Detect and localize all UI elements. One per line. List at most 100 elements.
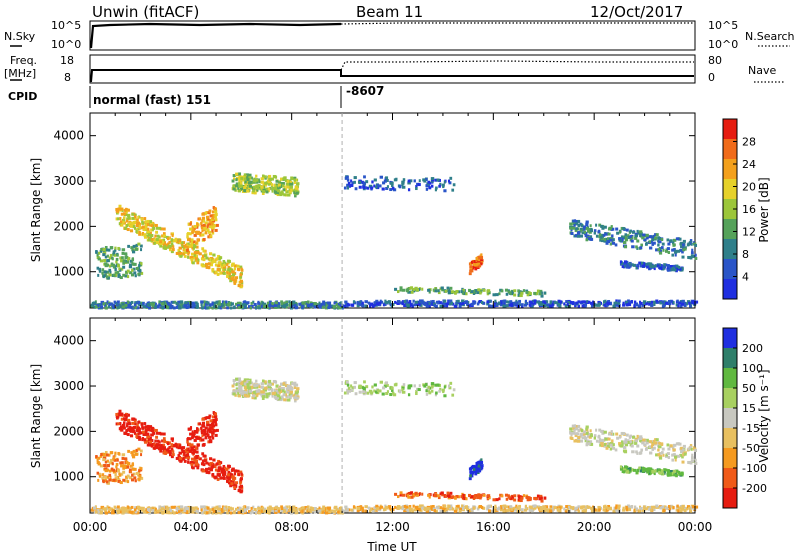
velocity-cell xyxy=(206,433,210,437)
velocity-cell xyxy=(260,509,263,513)
velocity-cell xyxy=(111,509,115,513)
velocity-cell xyxy=(227,466,230,470)
power-cell xyxy=(190,238,194,242)
power-cell xyxy=(225,262,229,266)
power-cell xyxy=(167,302,171,306)
power-cell xyxy=(520,303,524,307)
power-cell xyxy=(135,243,139,247)
power-cell xyxy=(389,188,393,192)
power-cell xyxy=(549,302,552,306)
power-cell xyxy=(533,301,537,305)
power-cell xyxy=(134,215,137,219)
velocity-cell xyxy=(574,427,578,431)
power-cell xyxy=(214,210,218,214)
velocity-cell xyxy=(233,382,236,386)
power-cell xyxy=(102,275,105,279)
power-cell xyxy=(549,304,553,308)
velocity-cell xyxy=(134,431,137,435)
power-cell xyxy=(454,291,457,295)
velocity-cell xyxy=(104,467,108,471)
velocity-cell xyxy=(577,424,581,428)
power-cell xyxy=(614,243,618,247)
velocity-cell xyxy=(155,446,159,450)
power-cell xyxy=(260,180,264,184)
velocity-cell xyxy=(615,504,618,508)
power-cell xyxy=(446,286,450,290)
power-cell xyxy=(465,300,468,304)
power-cell xyxy=(328,305,332,309)
velocity-cell xyxy=(267,392,271,396)
velocity-cell xyxy=(231,467,235,471)
power-cell xyxy=(494,304,497,308)
power-cell xyxy=(574,219,577,223)
power-cell xyxy=(191,228,195,232)
velocity-cell xyxy=(234,507,239,511)
power-cell xyxy=(412,287,416,291)
velocity-cell xyxy=(625,433,629,437)
velocity-cell xyxy=(235,387,240,391)
power-cell xyxy=(401,183,404,187)
power-cell xyxy=(121,248,126,252)
velocity-cell xyxy=(658,442,661,446)
velocity-cell xyxy=(671,505,674,509)
power-cell xyxy=(290,188,294,192)
power-cell xyxy=(157,238,161,242)
power-cell xyxy=(216,268,220,272)
velocity-cell xyxy=(353,385,356,389)
power-cell xyxy=(605,241,609,245)
velocity-cell xyxy=(295,508,298,512)
power-cell xyxy=(222,263,226,267)
velocity-cell xyxy=(452,388,456,392)
velocity-cell xyxy=(126,465,130,469)
power-cell xyxy=(609,302,613,306)
velocity-cell xyxy=(443,394,447,398)
power-cell xyxy=(131,223,135,227)
velocity-cell xyxy=(120,412,124,416)
power-cell xyxy=(149,235,152,239)
velocity-cell xyxy=(365,385,369,389)
velocity-cell xyxy=(654,438,657,442)
power-cell xyxy=(294,186,299,190)
velocity-cell xyxy=(382,386,386,390)
velocity-cell xyxy=(245,381,249,385)
power-cell xyxy=(665,248,668,252)
velocity-cell xyxy=(254,384,257,388)
velocity-cell xyxy=(98,508,101,512)
power-cell xyxy=(492,293,496,297)
power-cell xyxy=(672,238,677,242)
power-cell xyxy=(520,291,524,295)
power-cell xyxy=(285,188,288,192)
power-cell xyxy=(134,301,137,305)
velocity-cell xyxy=(273,395,278,399)
velocity-cell xyxy=(546,508,550,512)
power-cell xyxy=(233,281,236,285)
power-cell xyxy=(438,184,441,188)
velocity-cell xyxy=(348,389,352,393)
power-cell xyxy=(258,180,261,184)
power-cell xyxy=(271,187,275,191)
velocity-cell xyxy=(244,511,247,515)
velocity-cell xyxy=(201,511,204,515)
velocity-cell xyxy=(293,509,297,513)
velocity-cell xyxy=(270,507,274,511)
velocity-cell xyxy=(574,439,579,443)
velocity-cell xyxy=(665,453,668,457)
power-cell xyxy=(475,257,479,261)
power-cell xyxy=(170,242,174,246)
power-cell xyxy=(510,302,513,306)
power-cell xyxy=(522,289,526,293)
power-cell xyxy=(661,267,665,271)
velocity-cell xyxy=(232,392,236,396)
velocity-cell xyxy=(683,509,687,513)
velocity-cell xyxy=(217,459,221,463)
power-cell xyxy=(636,246,639,250)
velocity-cell xyxy=(609,447,612,451)
power-cell xyxy=(291,177,294,181)
power-cell xyxy=(114,246,117,250)
velocity-cell xyxy=(565,505,568,509)
velocity-cell xyxy=(341,510,345,514)
velocity-cell xyxy=(473,506,476,510)
velocity-cell xyxy=(407,386,411,390)
power-cell xyxy=(278,191,282,195)
velocity-cell xyxy=(338,511,342,515)
